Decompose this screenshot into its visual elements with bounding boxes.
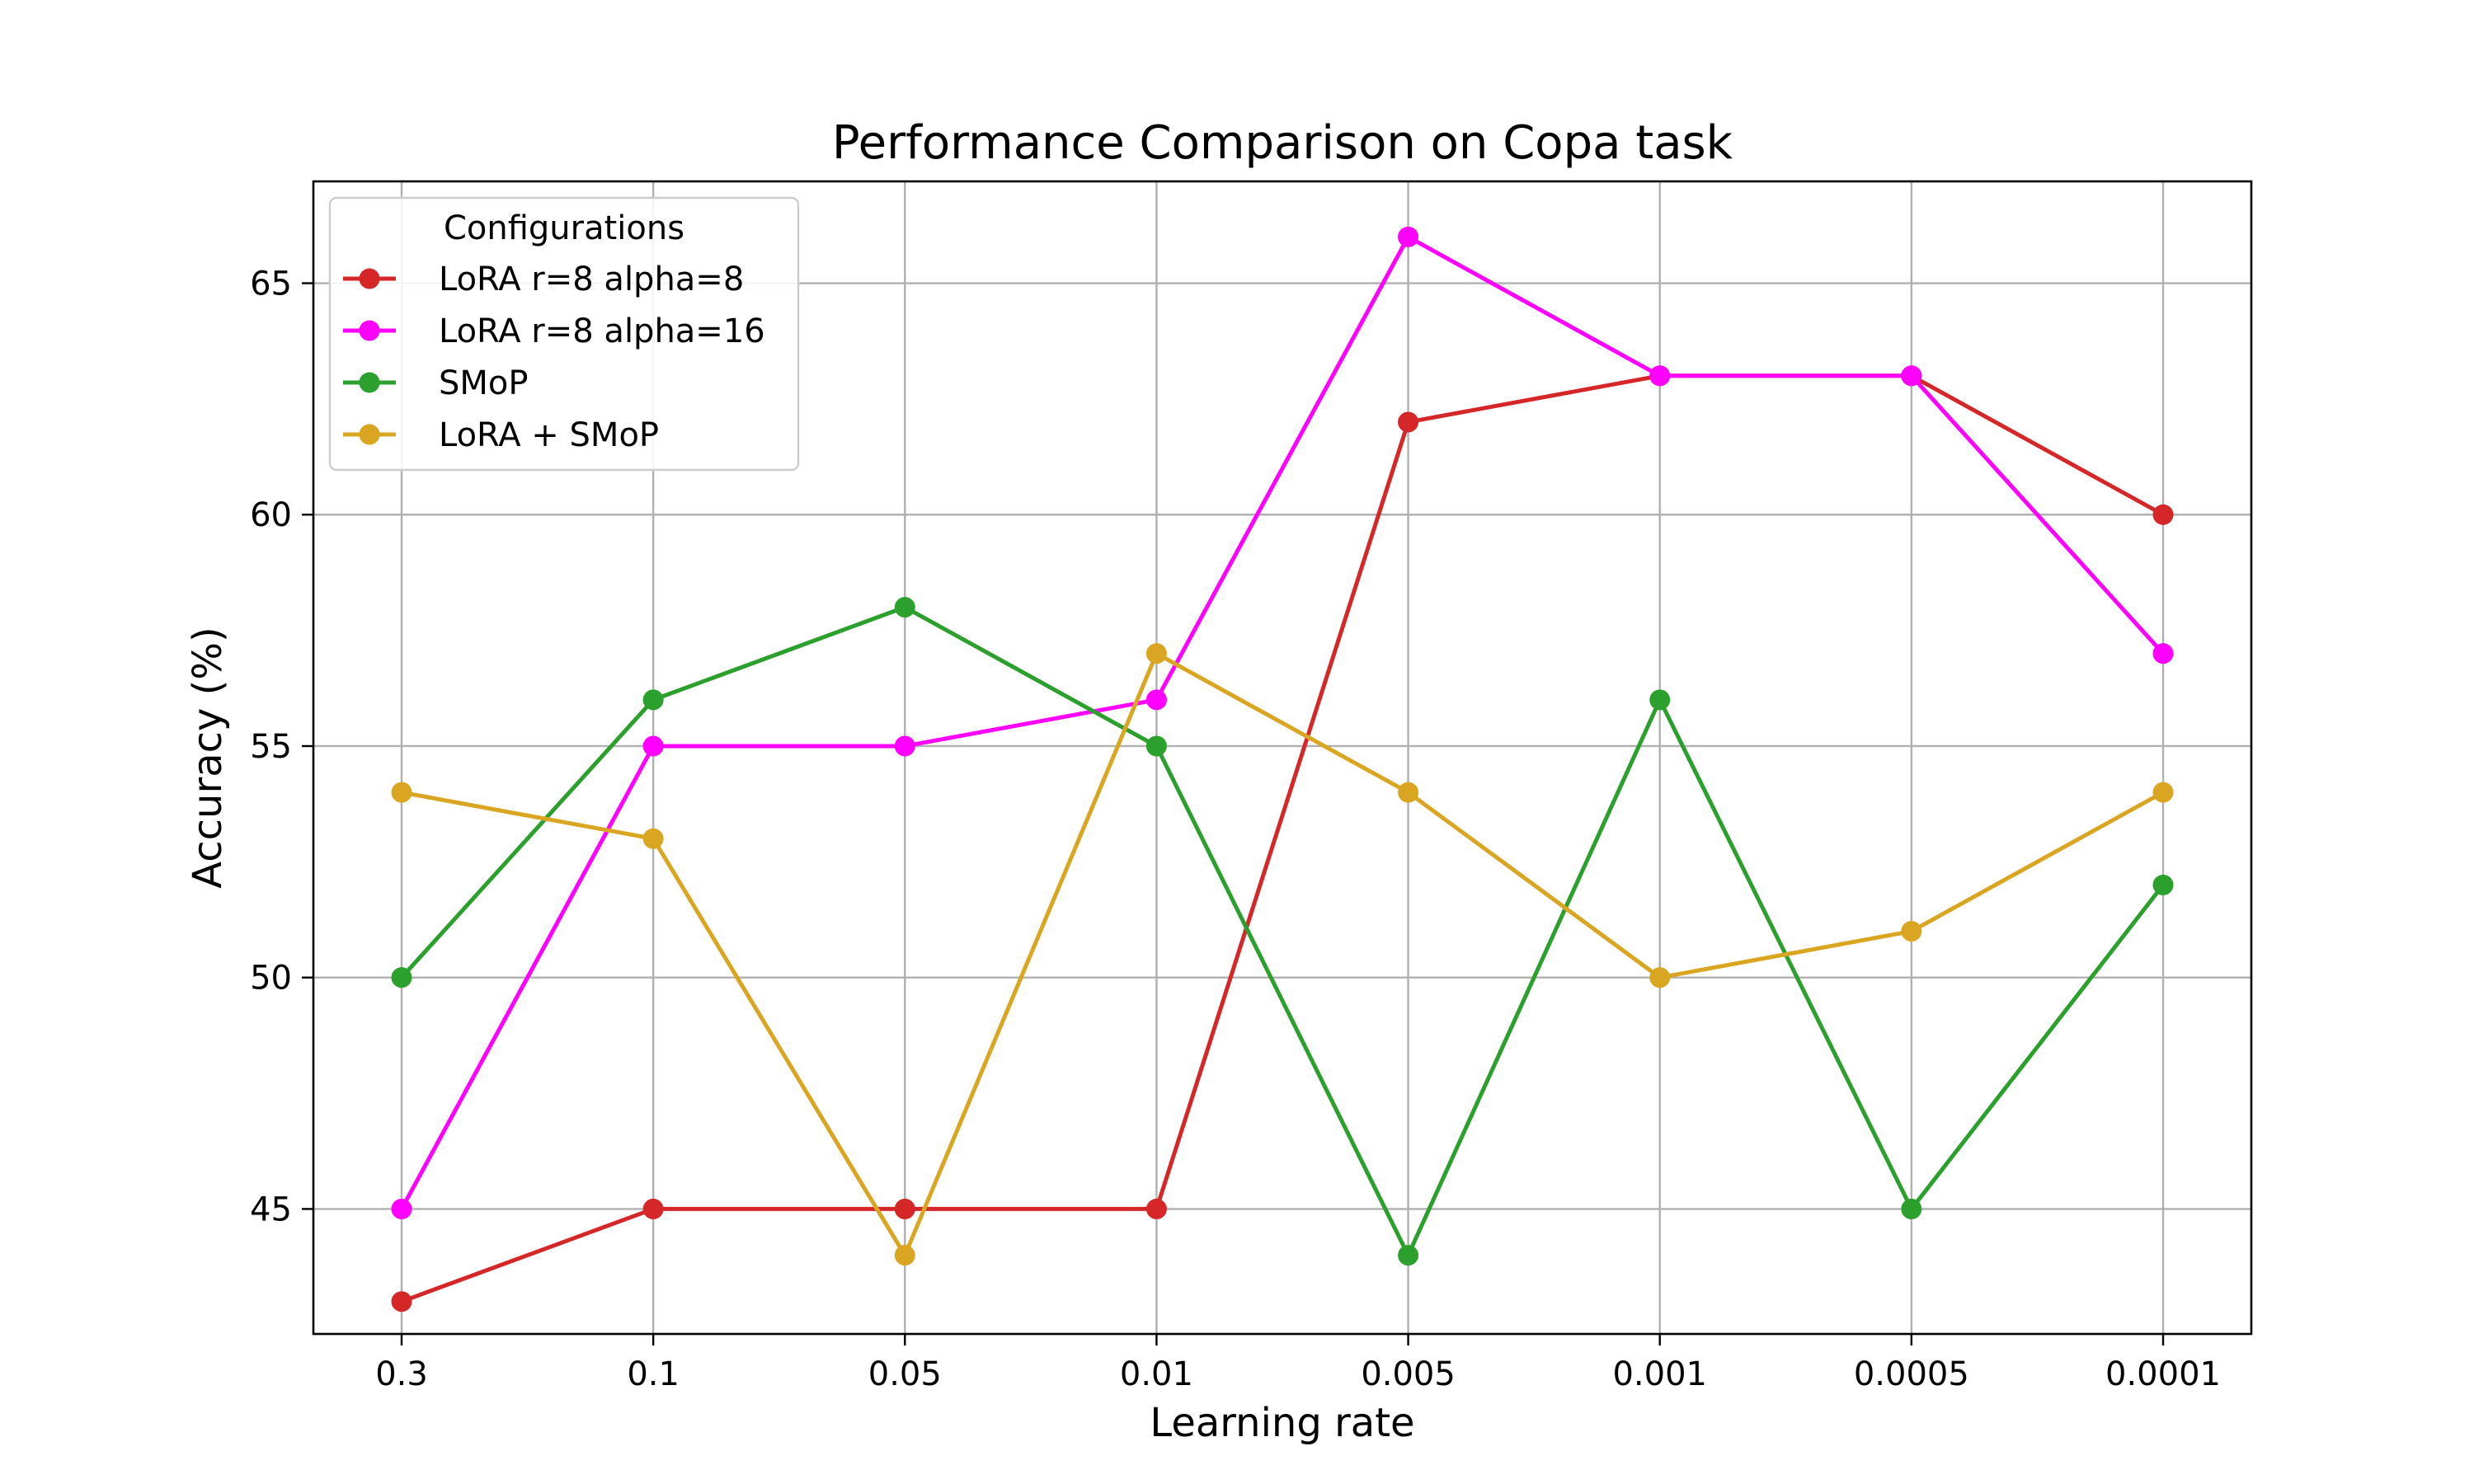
legend-label: LoRA r=8 alpha=16 (439, 312, 765, 350)
x-tick-label: 0.005 (1361, 1355, 1456, 1393)
data-point (894, 597, 915, 618)
series-line (400, 605, 2165, 1258)
legend-swatch-marker (359, 268, 380, 289)
data-point (1145, 689, 1167, 711)
data-point (2152, 643, 2174, 665)
data-point (1901, 1198, 1922, 1219)
y-tick-label: 45 (250, 1190, 292, 1228)
data-point (391, 967, 412, 989)
data-point (1145, 643, 1167, 665)
series-3 (391, 597, 2174, 1266)
data-point (391, 782, 412, 803)
data-point (642, 1198, 664, 1219)
legend-box (328, 196, 800, 472)
legend-label: LoRA + SMoP (439, 416, 659, 454)
y-tick-label: 55 (250, 728, 292, 766)
x-tick-label: 0.3 (375, 1355, 428, 1393)
plot-frame (312, 180, 2253, 1336)
data-point (894, 1198, 915, 1219)
y-tick-label: 50 (250, 960, 292, 998)
data-point (642, 689, 664, 711)
data-point (894, 1245, 915, 1266)
data-point (642, 735, 664, 757)
data-point (1901, 921, 1922, 942)
data-point (1649, 365, 1671, 387)
legend-swatch-marker (359, 320, 380, 341)
series-line (401, 651, 2165, 1258)
data-point (1649, 967, 1671, 989)
grid-lines (313, 181, 2251, 1334)
data-point (391, 1291, 412, 1313)
series-line (399, 234, 2165, 1210)
legend-swatch-marker (359, 424, 380, 445)
data-point (894, 735, 915, 757)
legend-label: LoRA r=8 alpha=8 (439, 261, 744, 298)
legend-label: SMoP (439, 364, 529, 402)
x-tick-label: 0.001 (1612, 1355, 1707, 1393)
x-tick-label: 0.0005 (1854, 1355, 1969, 1393)
data-point (1649, 689, 1671, 711)
y-tick-label: 65 (250, 265, 292, 303)
data-point (2152, 504, 2174, 525)
legend: Configurations LoRA r=8 alpha=8 LoRA r=8 … (328, 196, 800, 472)
chart-title: Performance Comparison on Copa task (832, 116, 1733, 170)
legend-item: SMoP (343, 364, 529, 402)
y-axis-label: Accuracy (%) (185, 627, 231, 888)
data-point (1398, 411, 1419, 433)
data-point (1901, 365, 1922, 387)
legend-swatch-marker (359, 372, 380, 393)
x-tick-label: 0.05 (868, 1355, 942, 1393)
data-point (2152, 782, 2174, 803)
data-point (642, 828, 664, 849)
legend-title: Configurations (444, 209, 684, 247)
legend-item: LoRA r=8 alpha=8 (343, 261, 744, 298)
data-point (2152, 874, 2174, 895)
x-tick-label: 0.01 (1120, 1355, 1193, 1393)
x-tick-label: 0.0001 (2105, 1355, 2221, 1393)
series-layer (391, 226, 2174, 1313)
axis-ticks: 0.3 0.1 0.05 0.01 0.005 0.001 0.0005 0.0001 45 50… (250, 265, 2221, 1393)
series-4 (391, 643, 2174, 1266)
data-point (391, 1198, 412, 1219)
data-point (1145, 1198, 1167, 1219)
x-axis-label: Learning rate (1150, 1400, 1414, 1446)
data-point (1398, 782, 1419, 803)
data-point (1398, 1245, 1419, 1266)
legend-item: LoRA r=8 alpha=16 (343, 312, 765, 350)
y-tick-label: 60 (250, 496, 292, 534)
legend-item: LoRA + SMoP (343, 416, 659, 454)
series-2 (391, 226, 2174, 1219)
x-tick-label: 0.1 (627, 1355, 680, 1393)
data-point (1398, 226, 1419, 247)
data-point (1145, 735, 1167, 757)
